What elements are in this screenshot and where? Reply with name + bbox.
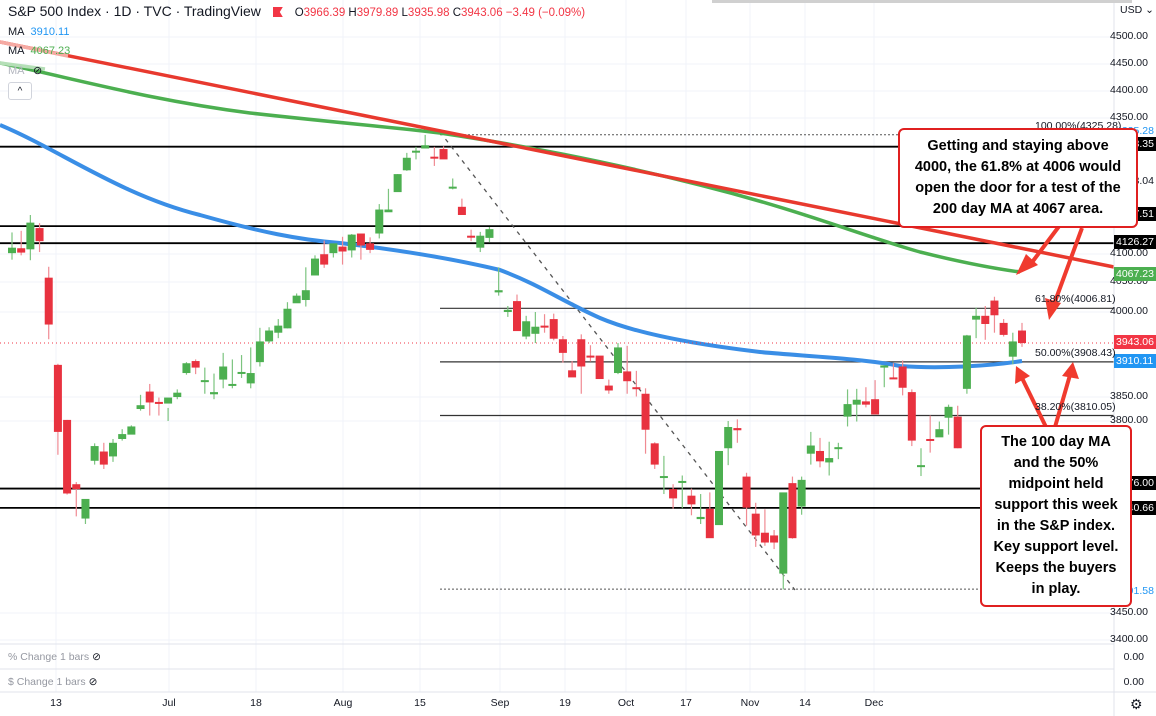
time-tick: Dec (864, 697, 884, 709)
ohlc-values: O3966.39 H3979.89 L3935.98 C3943.06 −3.4… (294, 7, 586, 19)
price-tick: 4000.00 (1110, 305, 1148, 317)
indicator-ma-200[interactable]: MA 4067.23 (8, 45, 71, 57)
ma-200-line-faded (0, 61, 46, 71)
ma-200-line (0, 61, 1021, 274)
price-tick: 3850.00 (1110, 390, 1148, 402)
indicator-ma-100[interactable]: MA 3910.11 (8, 26, 70, 38)
price-tick: 4450.00 (1110, 57, 1148, 69)
price-tick: 4100.00 (1110, 247, 1148, 259)
candlesticks (8, 134, 1026, 590)
trendline-red-faded (0, 40, 69, 58)
settings-gear-icon[interactable]: ⚙ (1130, 696, 1143, 712)
pane-dollar-change-label[interactable]: $ Change 1 bars ⊘ (8, 676, 98, 688)
pane-pct-change-value: 0.00 (1123, 651, 1144, 663)
top-window-edge (712, 0, 1132, 3)
callout-resistance: Getting and staying above 4000, the 61.8… (898, 128, 1138, 228)
callout-support: The 100 day MA and the 50% midpoint held… (980, 425, 1132, 607)
symbol-title[interactable]: S&P 500 Index · 1D · TVC · TradingView (8, 3, 261, 19)
fib-label: 38.20%(3810.05) (1035, 400, 1116, 413)
fib-label: 50.00%(3908.43) (1035, 346, 1116, 359)
time-tick: Aug (333, 697, 353, 709)
indicator-ma-hidden[interactable]: MA ⊘ (8, 65, 43, 77)
chart-legend: S&P 500 Index · 1D · TVC · TradingView O… (8, 3, 585, 19)
price-tag: 4067.23 (1114, 267, 1156, 281)
currency-selector[interactable]: USD ⌄ (1120, 4, 1154, 16)
ma-100-line (0, 123, 1023, 370)
price-tick: 3400.00 (1110, 633, 1148, 645)
time-tick: 18 (250, 697, 262, 709)
price-tick: 3450.00 (1110, 606, 1148, 618)
time-tick: 17 (680, 697, 692, 709)
time-tick: Jul (162, 697, 176, 709)
grid-lines (0, 0, 1114, 692)
price-tick: 3800.00 (1110, 414, 1148, 426)
price-tick: 4400.00 (1110, 84, 1148, 96)
eye-off-icon[interactable]: ⊘ (88, 676, 98, 688)
time-tick: 15 (414, 697, 426, 709)
flag-icon[interactable] (272, 7, 283, 17)
annotation-arrows (1015, 223, 1084, 428)
time-tick: 19 (559, 697, 571, 709)
time-tick: 14 (799, 697, 811, 709)
price-tick: 4500.00 (1110, 30, 1148, 42)
time-tick: Sep (490, 697, 510, 709)
eye-off-icon[interactable]: ⊘ (92, 651, 101, 663)
time-tick: 13 (50, 697, 62, 709)
collapse-legend-button[interactable]: ^ (8, 82, 32, 100)
price-tag: 4126.27 (1114, 235, 1156, 249)
price-tick: 4350.00 (1110, 111, 1148, 123)
price-tag: 3910.11 (1114, 354, 1156, 368)
pane-dollar-change-value: 0.00 (1123, 676, 1144, 688)
trendline-red (0, 40, 1115, 269)
time-tick: Oct (617, 697, 635, 709)
fib-label: 61.80%(4006.81) (1035, 293, 1116, 306)
time-tick: Nov (740, 697, 760, 709)
eye-off-icon[interactable]: ⊘ (32, 65, 43, 77)
price-tag: 3943.06 (1114, 335, 1156, 349)
pane-pct-change-label[interactable]: % Change 1 bars ⊘ (8, 651, 101, 663)
